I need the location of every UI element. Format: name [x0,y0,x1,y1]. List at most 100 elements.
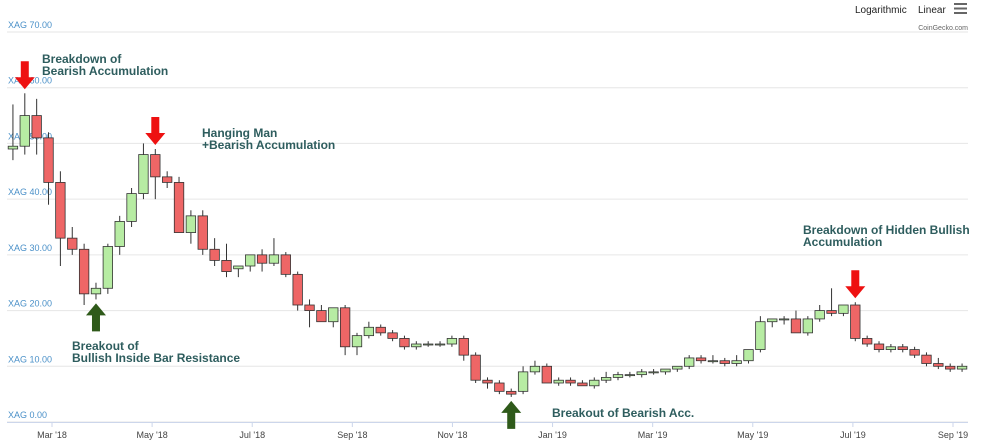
candle[interactable] [482,377,493,389]
candle[interactable] [553,377,564,386]
candle[interactable] [933,357,944,370]
candle[interactable] [185,210,197,244]
candle[interactable] [339,305,351,356]
arrow-down-icon [145,117,166,145]
candle[interactable] [102,243,113,294]
candle[interactable] [612,371,624,381]
candle[interactable] [423,341,434,347]
candle-body [197,215,208,250]
candle[interactable] [826,288,837,317]
candle-body [423,343,434,346]
candle[interactable] [767,318,778,328]
candle[interactable] [802,316,813,336]
candle[interactable] [292,271,303,311]
candle[interactable] [909,346,920,358]
candle[interactable] [387,330,398,342]
candle[interactable] [375,324,386,336]
candle[interactable] [636,369,647,378]
logarithmic-scale-button[interactable]: Logarithmic [855,5,907,16]
candle[interactable] [114,215,125,255]
linear-scale-button[interactable]: Linear [918,5,946,16]
candle-body [494,382,505,392]
candle[interactable] [755,316,766,353]
candle[interactable] [351,332,363,356]
candle[interactable] [126,188,137,227]
candle[interactable] [600,371,612,383]
candle[interactable] [541,363,552,384]
candle[interactable] [446,335,458,347]
candle[interactable] [743,349,754,364]
candle[interactable] [43,132,54,205]
candle[interactable] [470,352,481,383]
candle[interactable] [233,265,244,278]
candle[interactable] [363,321,375,339]
candle[interactable] [814,305,825,322]
candle[interactable] [78,243,90,305]
candle[interactable] [885,344,897,353]
candle[interactable] [209,238,220,266]
candle[interactable] [850,302,861,342]
candle[interactable] [897,344,908,353]
candle-body [909,349,920,356]
candle[interactable] [173,176,185,233]
candle[interactable] [695,355,707,364]
candle[interactable] [268,238,280,266]
candle[interactable] [316,305,327,323]
candle[interactable] [31,98,42,155]
candle[interactable] [660,368,671,375]
candle[interactable] [7,104,19,161]
candle[interactable] [921,352,932,367]
candle[interactable] [529,360,541,375]
candle[interactable] [838,304,849,317]
candle[interactable] [517,366,529,395]
candle[interactable] [684,355,695,370]
candle[interactable] [19,93,30,155]
candle[interactable] [862,335,873,347]
candle[interactable] [67,227,78,255]
candle[interactable] [256,249,268,272]
candle[interactable] [506,388,517,397]
candle[interactable] [956,363,968,372]
x-tick-label: Jul '19 [840,430,866,440]
candle-body [470,354,481,381]
annotation-label: +Bearish Accumulation [202,138,335,152]
x-tick-label: Nov '18 [437,430,467,440]
candle[interactable] [624,371,636,378]
candle[interactable] [648,369,659,375]
candle[interactable] [565,377,576,386]
candle[interactable] [790,310,802,334]
candle[interactable] [280,252,291,278]
candle[interactable] [150,149,161,200]
candle-body [885,346,897,350]
candle[interactable] [577,380,588,387]
candle[interactable] [197,210,208,255]
candle[interactable] [434,341,446,347]
candle[interactable] [328,307,339,328]
candle[interactable] [90,282,102,300]
candle[interactable] [458,335,469,361]
candles-layer[interactable] [7,93,968,397]
candle[interactable] [719,357,730,367]
candle[interactable] [778,316,790,325]
candle[interactable] [55,171,66,266]
candle[interactable] [672,365,683,372]
candle[interactable] [411,341,422,350]
candle-body [482,379,493,384]
candle[interactable] [162,171,173,188]
candle[interactable] [494,380,505,395]
candle[interactable] [245,254,256,272]
candle[interactable] [873,341,885,353]
candle[interactable] [707,355,719,364]
candle[interactable] [138,143,149,200]
candle[interactable] [304,299,315,328]
candle[interactable] [945,363,956,372]
candle[interactable] [221,243,232,278]
candle[interactable] [731,355,742,367]
annotation: Hanging Man+Bearish Accumulation [145,117,335,152]
hamburger-icon[interactable] [954,3,967,14]
candle[interactable] [589,377,600,389]
candle[interactable] [399,335,410,350]
y-tick-label: XAG 0.00 [8,410,47,420]
